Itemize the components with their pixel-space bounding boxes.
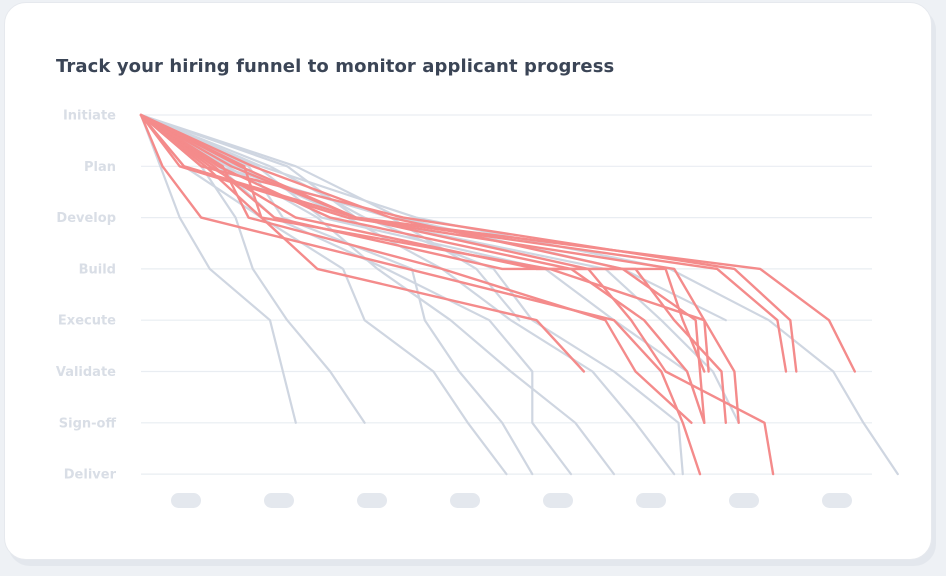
series-line-14 <box>139 113 702 476</box>
x-tick-placeholder-2 <box>264 493 294 508</box>
stage-label-build: Build <box>79 262 116 277</box>
x-tick-placeholder-6 <box>636 493 666 508</box>
grey-series-group <box>139 113 899 476</box>
series-line-15 <box>139 113 775 476</box>
series-line-22 <box>139 113 693 424</box>
series-line-24 <box>139 113 798 373</box>
red-series-group <box>139 113 856 476</box>
x-tick-placeholder-4 <box>450 493 480 508</box>
x-tick-placeholder-8 <box>822 493 852 508</box>
series-line-11 <box>139 113 899 476</box>
series-line-25 <box>139 113 740 424</box>
x-tick-placeholder-1 <box>171 493 201 508</box>
stage-label-validate: Validate <box>56 365 116 380</box>
x-tick-placeholder-7 <box>729 493 759 508</box>
series-line-21 <box>139 113 706 373</box>
x-tick-placeholder-3 <box>357 493 387 508</box>
stage-label-plan: Plan <box>84 160 116 175</box>
stage-label-initiate: Initiate <box>63 109 116 124</box>
series-line-23 <box>139 113 586 373</box>
series-line-5 <box>139 113 534 476</box>
stage-label-develop: Develop <box>56 211 116 226</box>
stage-labels: Initiate Plan Develop Build Execute Validate S… <box>56 109 117 483</box>
series-line-26 <box>139 113 710 373</box>
series-line-18 <box>139 113 788 373</box>
series-line-3 <box>139 113 508 476</box>
stage-label-sign-off: Sign-off <box>59 416 117 431</box>
x-tick-placeholder-5 <box>543 493 573 508</box>
series-line-6 <box>139 113 616 476</box>
series-line-19 <box>139 113 856 373</box>
x-tick-placeholders <box>171 493 852 508</box>
stage-label-deliver: Deliver <box>64 468 117 483</box>
chart-title: Track your hiring funnel to monitor appl… <box>56 56 615 77</box>
stage-label-execute: Execute <box>58 314 116 329</box>
series-line-1 <box>139 113 297 424</box>
